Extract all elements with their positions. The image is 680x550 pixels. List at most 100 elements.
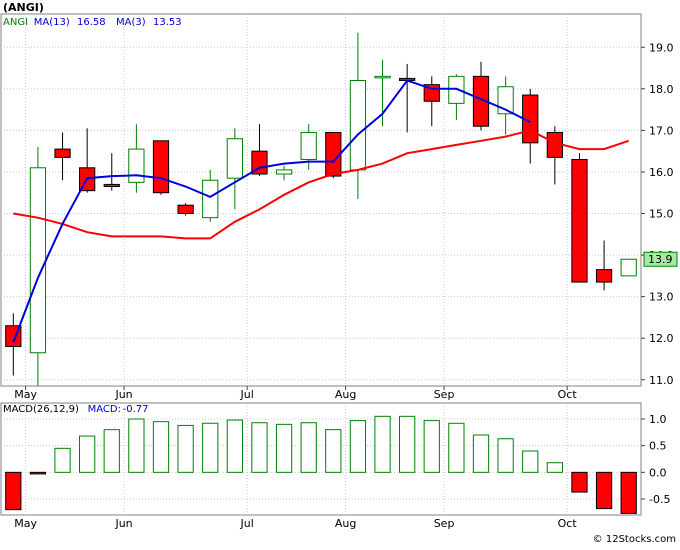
macd-x-tick-label: Aug: [335, 517, 356, 530]
candle-body: [472, 75, 490, 127]
price-tick-label: 16.0: [649, 166, 674, 179]
macd-bar: [226, 419, 243, 473]
candle-body: [300, 131, 317, 160]
price-legend-value: 16.58: [77, 17, 106, 28]
macd-bar: [497, 438, 514, 473]
price-x-tick-label: Oct: [558, 388, 578, 401]
price-legend-label: ANGI: [3, 17, 28, 28]
macd-bar: [177, 424, 194, 473]
macd-bar: [79, 435, 96, 473]
candle: [571, 153, 588, 283]
macd-bar: [522, 450, 539, 473]
chart-overlay: (ANGI) © 12Stocks.com: [3, 1, 676, 545]
candle-body: [177, 204, 194, 215]
macd-legend-label: MACD:: [88, 404, 121, 415]
price-legend-value: 13.53: [153, 17, 182, 28]
macd-tick-label: 0.5: [649, 440, 667, 453]
price-tick-label: 17.0: [649, 124, 674, 137]
candle-body: [595, 269, 613, 283]
ma-blue-line: [12, 79, 531, 343]
candle: [152, 140, 170, 195]
macd-bar: [54, 447, 71, 473]
macd-bar: [472, 434, 490, 473]
macd-bar: [300, 422, 317, 473]
candle: [128, 124, 145, 193]
price-x-tick-label: Jul: [240, 388, 254, 401]
candle-body: [226, 138, 243, 179]
candle-body: [128, 148, 145, 183]
price-tick-label: 13.0: [649, 291, 674, 304]
macd-legend-value: -0.77: [123, 404, 149, 415]
macd-tick-label: -0.5: [649, 493, 670, 506]
candle-body: [275, 169, 293, 175]
macd-bar: [325, 429, 342, 473]
candle-body: [620, 258, 637, 277]
candle: [349, 32, 367, 199]
macd-bar: [202, 422, 219, 473]
macd-x-tick-label: Oct: [558, 517, 578, 530]
last-price-tag: [643, 251, 678, 267]
price-tick-label: 12.0: [649, 332, 674, 345]
chart-title: (ANGI): [3, 1, 44, 14]
candle: [595, 240, 613, 291]
candle: [374, 59, 391, 127]
candle: [177, 203, 194, 216]
macd-bar: [448, 422, 465, 473]
candle: [226, 128, 243, 210]
macd-tick-label: 1.0: [649, 413, 667, 426]
macd-bar: [5, 471, 22, 511]
macd-bar: [595, 471, 613, 510]
macd-panel: 1.0 0.5 0.0 -0.5 May Jun Jul Aug Sep Oct MACD(26,1…: [0, 402, 670, 530]
macd-x-tick-label: May: [14, 517, 37, 530]
macd-bar: [29, 471, 47, 475]
candle-body: [571, 158, 588, 283]
macd-bar: [399, 415, 416, 473]
candle: [620, 258, 637, 277]
macd-bar: [620, 471, 637, 514]
price-legend-label: MA(3): [116, 17, 146, 28]
price-x-tick-label: Sep: [434, 388, 455, 401]
price-x-tick-label: Jun: [114, 388, 132, 401]
price-x-tick-label: Aug: [335, 388, 356, 401]
macd-bar: [546, 462, 563, 473]
macd-bar: [374, 415, 391, 473]
candle-body: [251, 150, 268, 175]
candle: [325, 131, 342, 179]
watermark: © 12Stocks.com: [593, 534, 676, 545]
macd-bar: [251, 422, 268, 473]
macd-x-tick-label: Jun: [114, 517, 132, 530]
candle-body: [374, 75, 391, 79]
price-legend-label: MA(13): [34, 17, 70, 28]
candle: [275, 165, 293, 181]
macd-bar: [103, 429, 120, 473]
macd-bar: [571, 471, 588, 493]
macd-bar: [128, 418, 145, 473]
candle: [103, 153, 120, 191]
candle-body: [54, 148, 71, 158]
candle-body: [202, 179, 219, 219]
macd-x-tick-label: Jul: [240, 517, 254, 530]
candle: [472, 61, 490, 131]
price-plot-area: [0, 13, 642, 387]
price-x-tick-label: May: [14, 388, 37, 401]
price-tick-label: 11.0: [649, 374, 674, 387]
ma-red-line: [13, 129, 630, 240]
price-tick-label: 15.0: [649, 208, 674, 221]
last-price-label: 13.9: [648, 253, 673, 266]
macd-x-tick-label: Sep: [434, 517, 455, 530]
candle: [251, 124, 268, 177]
candle: [54, 132, 71, 181]
price-tick-label: 18.0: [649, 83, 674, 96]
macd-bar: [152, 421, 170, 473]
price-tick-label: 19.0: [649, 41, 674, 54]
macd-bar: [423, 420, 440, 473]
price-panel: 19.018.017.016.015.014.013.012.011.013.9…: [0, 13, 678, 401]
candle-body: [29, 167, 47, 354]
macd-tick-label: 0.0: [649, 466, 667, 479]
candle-body: [349, 80, 367, 171]
macd-bar: [349, 420, 367, 473]
macd-plot-area: [0, 402, 642, 516]
candle: [202, 169, 219, 222]
